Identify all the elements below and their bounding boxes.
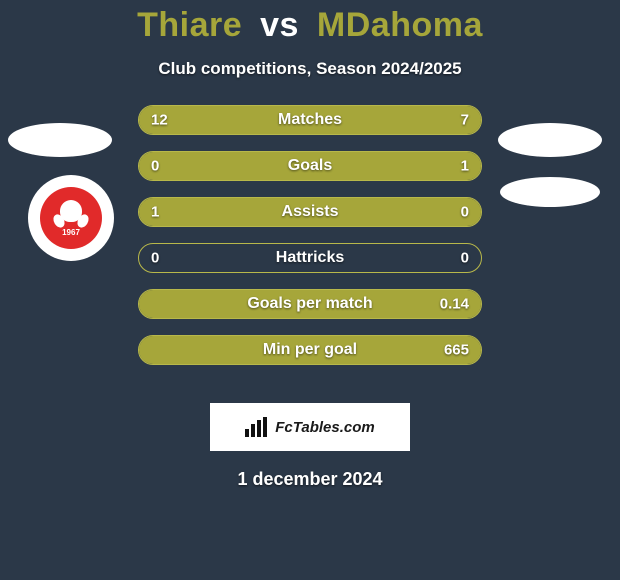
stat-value-left: 12 (151, 112, 168, 129)
date-text: 1 december 2024 (0, 469, 620, 490)
stat-row-goals: 0 1 Goals (138, 151, 482, 181)
title-player1: Thiare (137, 6, 242, 44)
stat-row-min-per-goal: 665 Min per goal (138, 335, 482, 365)
stat-row-matches: 12 7 Matches (138, 105, 482, 135)
subtitle: Club competitions, Season 2024/2025 (0, 59, 620, 79)
stat-value-right: 0 (461, 204, 469, 221)
stat-label: Hattricks (276, 249, 344, 267)
page-title: Thiare vs MDahoma (0, 6, 620, 45)
stat-bars: 12 7 Matches 0 1 Goals 1 0 Assists 0 0 Hattricks 0.1… (138, 105, 482, 381)
stat-row-assists: 1 0 Assists (138, 197, 482, 227)
player1-badge-placeholder-top (8, 123, 112, 157)
stat-value-right: 0 (461, 250, 469, 267)
stat-value-left: 1 (151, 204, 159, 221)
thistle-icon (60, 200, 82, 222)
stat-label: Min per goal (263, 341, 357, 359)
stat-label: Goals per match (247, 295, 372, 313)
stat-row-goals-per-match: 0.14 Goals per match (138, 289, 482, 319)
stat-value-left: 0 (151, 158, 159, 175)
fctables-logo-icon (245, 417, 269, 437)
brand-text: FcTables.com (275, 419, 374, 436)
stat-fill-left (139, 152, 201, 180)
stat-value-right: 665 (444, 342, 469, 359)
stat-value-right: 7 (461, 112, 469, 129)
title-vs: vs (260, 6, 299, 44)
stat-value-right: 0.14 (440, 296, 469, 313)
comparison-stage: 1967 12 7 Matches 0 1 Goals 1 0 Assists 0 0 Hattric… (0, 105, 620, 385)
brand-box: FcTables.com (210, 403, 410, 451)
stat-row-hattricks: 0 0 Hattricks (138, 243, 482, 273)
stat-fill-right (201, 152, 481, 180)
player2-badge-placeholder-mid (500, 177, 600, 207)
player1-club-crest: 1967 (28, 175, 114, 261)
stat-label: Goals (288, 157, 332, 175)
title-player2: MDahoma (317, 6, 483, 44)
stat-value-right: 1 (461, 158, 469, 175)
crest-inner: 1967 (40, 187, 102, 249)
stat-label: Matches (278, 111, 342, 129)
stat-value-left: 0 (151, 250, 159, 267)
player2-badge-placeholder-top (498, 123, 602, 157)
crest-year: 1967 (62, 228, 80, 237)
content-root: Thiare vs MDahoma Club competitions, Sea… (0, 0, 620, 490)
stat-label: Assists (282, 203, 339, 221)
